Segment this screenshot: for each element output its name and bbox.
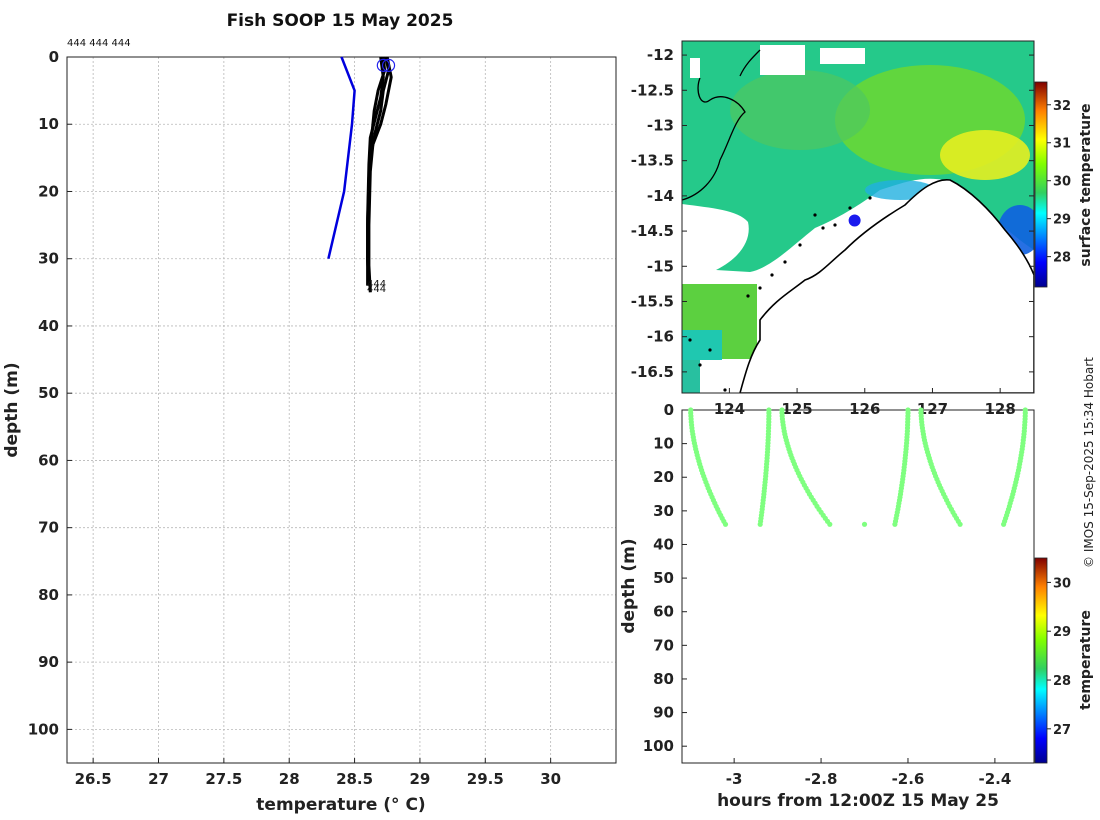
profile-id-label-bottom-2: 444 (367, 284, 386, 295)
figure-title: Fish SOOP 15 May 2025 (227, 11, 454, 31)
profile-y-tick-label: 80 (38, 586, 59, 604)
map-lat-tick-label: -12.5 (631, 81, 674, 99)
profile-y-tick-label: 40 (38, 317, 59, 335)
section-colorbar-tick-label: 27 (1053, 723, 1071, 738)
map-lat-tick-label: -12 (647, 46, 674, 64)
profile-y-tick-label: 100 (28, 720, 59, 738)
sst-colorbar (1034, 81, 1048, 288)
section-chart: -3 -2.8 -2.6 -2.4 0 10 20 30 40 50 60 70 80 90 100 27 2… (619, 401, 1094, 811)
map-lon-tick-label: 128 (984, 400, 1015, 418)
section-y-tick-label: 60 (653, 603, 674, 621)
map-lat-tick-label: -15.5 (631, 292, 674, 310)
profile-y-tick-label: 70 (38, 519, 59, 537)
copyright-credit: © IMOS 15-Sep-2025 15:34 Hobart (1082, 357, 1096, 568)
section-x-tick-label: -2.4 (978, 770, 1011, 788)
profile-x-tick-label: 27.5 (205, 770, 242, 788)
profile-surface-marker (381, 58, 396, 72)
section-y-tick-label: 40 (653, 535, 674, 553)
section-data-point (957, 521, 963, 527)
profile-chart: 26.5 27 27.5 28 28.5 29 29.5 30 0 10 20 30 40 50 60 70 8… (2, 38, 617, 815)
sst-mid-patch (730, 70, 870, 150)
section-x-tick-label: -3 (726, 770, 743, 788)
sst-colorbar-tick-label: 29 (1053, 213, 1071, 228)
section-y-tick-label: 80 (653, 670, 674, 688)
section-y-tick-label: 10 (653, 435, 674, 453)
profile-x-axis-label: temperature (° C) (256, 795, 425, 815)
section-y-axis-label: depth (m) (619, 538, 639, 633)
profile-x-tick-label: 27 (148, 770, 169, 788)
bathymetry-contour (682, 49, 761, 201)
section-colorbar-tick-label: 28 (1053, 674, 1071, 689)
profile-x-tick-label: 29.5 (467, 770, 504, 788)
section-data-point (892, 521, 898, 527)
map-lat-tick-label: -16 (647, 328, 674, 346)
profile-x-tick-label: 30 (540, 770, 561, 788)
section-data-point (861, 521, 868, 527)
profile-surface-marker (376, 58, 390, 72)
profile-series-line (327, 56, 356, 259)
section-x-tick-label: -2.8 (805, 770, 838, 788)
section-colorbar-tick-label: 30 (1053, 576, 1071, 591)
profile-x-tick-label: 29 (409, 770, 430, 788)
australia-coastline (739, 179, 1034, 393)
map-lon-tick-label: 125 (781, 400, 812, 418)
map-lat-tick-label: -13.5 (631, 152, 674, 170)
profile-x-tick-label: 28.5 (336, 770, 373, 788)
island-markers (688, 196, 872, 392)
sst-colorbar-tick-label: 30 (1053, 175, 1071, 190)
profile-id-labels-top: 444 444 444 (67, 38, 131, 49)
profile-y-tick-label: 50 (38, 384, 59, 402)
sst-hot-patch (940, 130, 1030, 180)
profile-y-axis-label: depth (m) (2, 362, 22, 457)
map-lat-tick-label: -14.5 (631, 222, 674, 240)
profile-x-tick-label: 28 (279, 770, 300, 788)
profile-y-tick-label: 60 (38, 451, 59, 469)
section-data-point (757, 521, 763, 527)
profile-series-line (367, 56, 393, 293)
section-x-tick-label: -2.6 (892, 770, 925, 788)
sst-colorbar-tick-label: 28 (1053, 251, 1071, 266)
section-y-tick-label: 100 (643, 737, 674, 755)
ship-position-marker (848, 214, 861, 227)
profile-y-tick-label: 10 (38, 115, 59, 133)
map-lon-tick-label: 124 (714, 400, 745, 418)
map-lon-tick-label: 127 (917, 400, 948, 418)
sst-colorbar-tick-label: 32 (1053, 99, 1071, 114)
profile-x-tick-label: 26.5 (75, 770, 112, 788)
section-data-point (722, 521, 729, 527)
section-colorbar-label: temperature (1078, 610, 1094, 710)
profile-y-tick-label: 20 (38, 182, 59, 200)
section-colorbar (1034, 557, 1048, 764)
section-x-axis-label: hours from 12:00Z 15 May 25 (717, 791, 999, 811)
section-colorbar-tick-label: 29 (1053, 625, 1071, 640)
section-axes-frame (681, 409, 1035, 764)
map-axes-frame (681, 40, 1035, 394)
profile-axes-frame (66, 56, 617, 764)
map-lon-tick-label: 126 (849, 400, 880, 418)
section-y-tick-label: 20 (653, 468, 674, 486)
profile-y-tick-label: 90 (38, 653, 59, 671)
sst-colorbar-tick-label: 31 (1053, 137, 1071, 152)
section-data-point (827, 521, 833, 527)
profile-y-tick-label: 30 (38, 250, 59, 268)
section-y-tick-label: 90 (653, 704, 674, 722)
section-data-point (1001, 521, 1007, 527)
section-y-tick-label: 70 (653, 636, 674, 654)
section-y-tick-label: 30 (653, 502, 674, 520)
profile-y-tick-label: 0 (49, 48, 59, 66)
sst-map: -12 -12.5 -13 -13.5 -14 -14.5 -15 -15.5 -16 -16.5… (631, 40, 1094, 418)
map-lat-tick-label: -13 (647, 116, 674, 134)
profile-id-label-bottom-1: 444 (367, 279, 386, 290)
map-lat-tick-label: -16.5 (631, 363, 674, 381)
section-y-tick-label: 0 (664, 401, 674, 419)
sst-colorbar-label: surface temperature (1078, 103, 1094, 266)
map-lat-tick-label: -15 (647, 257, 674, 275)
section-y-tick-label: 50 (653, 569, 674, 587)
map-lat-tick-label: -14 (647, 187, 674, 205)
